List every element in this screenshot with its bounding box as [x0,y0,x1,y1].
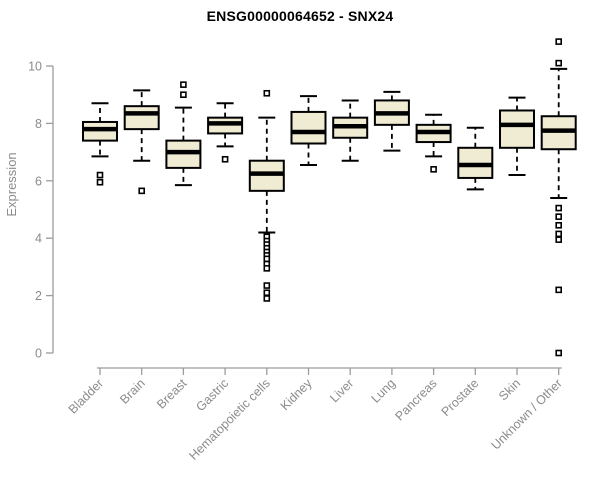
x-tick-label-breast: Breast [154,376,190,412]
box-kidney [290,95,327,167]
outlier-point [555,213,563,220]
iqr-box [499,109,535,149]
x-tick-label-liver: Liver [327,376,356,405]
box-pancreas [415,113,452,173]
outlier-point [138,187,145,195]
y-tick-label: 0 [35,347,42,361]
iqr-box [123,105,160,131]
x-tick-label-hematopoietic-cells: Hematopoietic cells [186,376,273,463]
box-brain [123,89,160,195]
outlier-point [263,265,271,272]
y-tick-label: 4 [35,232,42,246]
box-lung [373,90,410,152]
outlier-point [96,178,104,186]
outlier-point [263,282,271,289]
y-tick-label: 2 [35,289,42,303]
x-tick-label-bladder: Bladder [66,376,106,416]
outlier-point [555,349,563,357]
box-skin [499,96,535,177]
outlier-point [555,236,563,243]
y-axis-label: Expression [4,152,19,216]
x-tick-label-brain: Brain [117,376,148,407]
box-liver [332,99,369,162]
x-tick-label-kidney: Kidney [278,376,315,413]
outlier-point [221,155,229,163]
y-tick-label: 10 [28,60,42,74]
outlier-point [180,91,187,98]
outlier-point [263,89,271,97]
y-tick-label: 8 [35,117,42,131]
x-tick-label-prostate: Prostate [439,376,482,419]
outlier-point [263,295,271,302]
outlier-point [555,221,563,229]
outlier-point [96,171,104,179]
outlier-point [263,255,271,263]
chart-title: ENSG00000064652 - SNX24 [206,8,394,24]
outlier-point [555,59,563,67]
outlier-point [555,204,563,212]
x-tick-label-unknown-other: Unknown / Other [489,376,565,452]
x-tick-label-gastric: Gastric [193,376,231,414]
outlier-point [263,289,271,297]
box-bladder [82,102,118,186]
x-tick-label-lung: Lung [368,376,398,406]
y-axis: 0 2 4 6 8 10 Expression [4,60,54,361]
box-gastric [207,102,244,163]
box-unknown-other [540,38,577,357]
outlier-point [180,81,187,88]
iqr-box [290,110,327,145]
outlier-point [430,166,437,173]
y-tick-label: 6 [35,174,42,188]
box-breast [165,81,202,187]
x-tick-label-pancreas: Pancreas [392,376,439,423]
outlier-point [555,230,563,238]
box-hematopoietic-cells [248,89,285,302]
box-prostate [457,126,494,191]
x-tick-label-skin: Skin [496,376,523,403]
outlier-point [555,286,563,294]
outlier-point [555,38,563,45]
